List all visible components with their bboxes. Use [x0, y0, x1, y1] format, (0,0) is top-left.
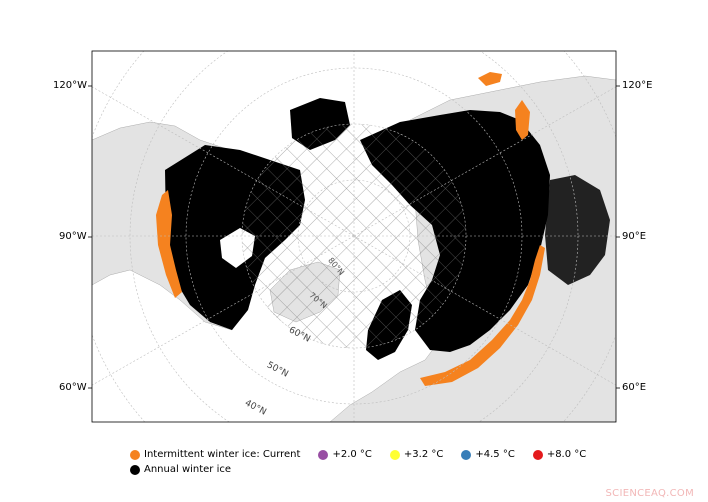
legend-dot-plus-3-2 [389, 449, 400, 460]
intermittent-ice-europe [420, 245, 545, 386]
legend-item-annual: Annual winter ice [130, 464, 231, 475]
watermark: SCIENCEAQ.COM [605, 488, 694, 499]
legend-label-current: Intermittent winter ice: Current [144, 449, 301, 460]
lon-label-120w: 120°W [53, 80, 87, 91]
intermittent-ice-far-east [478, 72, 502, 86]
lon-label-120e: 120°E [622, 80, 653, 91]
legend-item-plus-8: +8.0 °C [532, 449, 587, 460]
lon-label-90w: 90°W [59, 231, 87, 242]
lon-label-60w: 60°W [59, 382, 87, 393]
intermittent-ice-east-asia [515, 100, 530, 140]
legend-item-plus-3-2: +3.2 °C [389, 449, 444, 460]
legend-dot-plus-8 [532, 449, 543, 460]
legend-dot-plus-4-5 [461, 449, 472, 460]
lon-label-90e: 90°E [622, 231, 647, 242]
legend-dot-current [130, 449, 140, 460]
legend-label-annual: Annual winter ice [144, 464, 232, 475]
legend-label-plus-4-5: +4.5 °C [475, 449, 515, 460]
legend-label-plus-8: +8.0 °C [546, 449, 587, 460]
legend-dot-annual [130, 464, 140, 475]
legend-row-1: Intermittent winter ice: Current +2.0 °C… [130, 447, 604, 462]
legend-label-plus-3-2: +3.2 °C [403, 449, 444, 460]
annual-ice-east-siberia [545, 175, 610, 285]
lon-label-60e: 60°E [622, 382, 647, 393]
intermittent-ice-north-america [156, 190, 182, 298]
legend-row-2: Annual winter ice [130, 462, 604, 477]
legend-item-current: Intermittent winter ice: Current [130, 449, 300, 460]
legend-dot-plus-2 [318, 449, 329, 460]
legend-label-plus-2: +2.0 °C [332, 449, 372, 460]
map-frame [91, 50, 617, 423]
legend-item-plus-4-5: +4.5 °C [461, 449, 515, 460]
legend: Intermittent winter ice: Current +2.0 °C… [130, 447, 604, 477]
legend-item-plus-2: +2.0 °C [318, 449, 372, 460]
